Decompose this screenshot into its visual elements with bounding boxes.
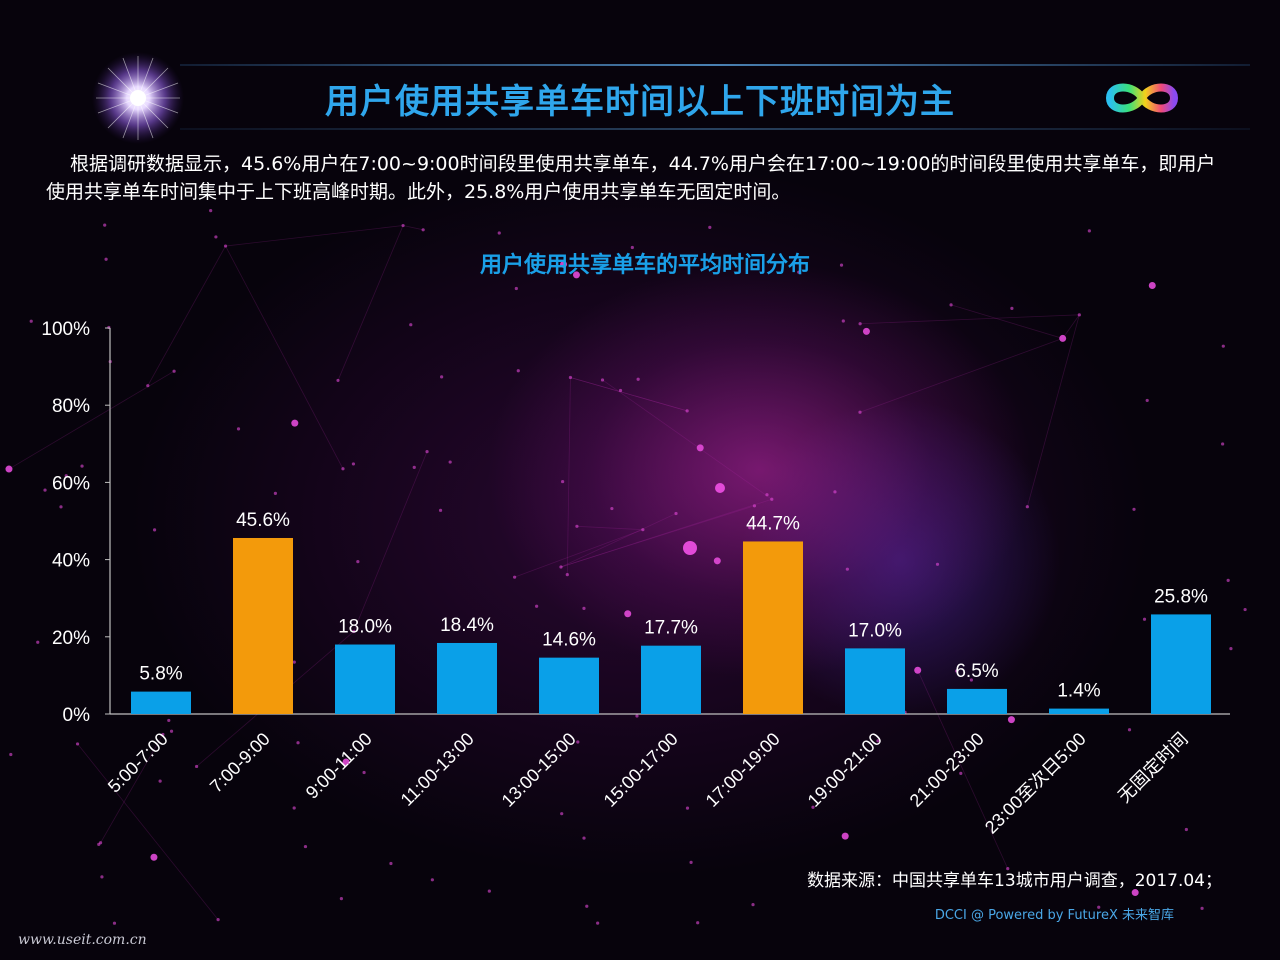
x-tick-label: 17:00-19:00 bbox=[702, 729, 784, 811]
data-label: 25.8% bbox=[1154, 586, 1208, 607]
bar-3 bbox=[437, 642, 497, 714]
data-label: 17.0% bbox=[848, 620, 902, 641]
description-text: 根据调研数据显示，45.6%用户在7:00~9:00时间段里使用共享单车，44.… bbox=[46, 153, 1216, 203]
bar-2 bbox=[335, 644, 395, 714]
data-label: 6.5% bbox=[955, 661, 998, 682]
bar-chart: 0% 20% 40% 60% 80% 100% 5.8% 5:00-7:00 45.6% 7:00… bbox=[41, 319, 1230, 838]
bar-1 bbox=[233, 537, 293, 714]
x-tick-label: 13:00-15:00 bbox=[498, 729, 580, 811]
data-label: 5.8% bbox=[139, 664, 182, 685]
data-label: 18.0% bbox=[338, 617, 392, 638]
data-label: 17.7% bbox=[644, 618, 698, 639]
page-title: 用户使用共享单车时间以上下班时间为主 bbox=[325, 82, 955, 122]
starburst-icon bbox=[92, 52, 184, 144]
infinity-logo-icon bbox=[1105, 83, 1179, 113]
y-tick-label: 0% bbox=[63, 705, 91, 726]
data-source-note: 数据来源：中国共享单车13城市用户调查，2017.04； bbox=[807, 871, 1222, 891]
data-label: 18.4% bbox=[440, 615, 494, 636]
bar-7 bbox=[845, 648, 905, 714]
x-tick-label: 11:00-13:00 bbox=[397, 729, 478, 810]
bar-10 bbox=[1151, 614, 1211, 714]
x-tick-label: 21:00-23:00 bbox=[906, 729, 988, 811]
x-tick-label: 5:00-7:00 bbox=[104, 729, 172, 797]
chart-title: 用户使用共享单车的平均时间分布 bbox=[479, 253, 810, 278]
x-tick-label: 9:00-11:00 bbox=[302, 729, 376, 803]
credit-line: DCCI @ Powered by FutureX 未来智库 bbox=[934, 908, 1174, 923]
y-tick-label: 60% bbox=[52, 473, 90, 494]
data-label: 14.6% bbox=[542, 630, 596, 651]
bar-9 bbox=[1049, 708, 1109, 714]
data-label: 1.4% bbox=[1057, 681, 1100, 702]
bar-8 bbox=[947, 688, 1007, 714]
header-divider-bottom bbox=[180, 128, 1250, 130]
bar-6 bbox=[743, 541, 803, 714]
bar-0 bbox=[131, 691, 191, 714]
y-tick-label: 80% bbox=[52, 396, 90, 417]
bar-4 bbox=[539, 657, 599, 714]
bar-5 bbox=[641, 645, 701, 714]
data-label: 44.7% bbox=[746, 513, 800, 534]
y-tick-label: 100% bbox=[41, 319, 90, 340]
watermark: www.useit.com.cn bbox=[18, 932, 147, 948]
header-divider-top bbox=[180, 64, 1250, 66]
x-tick-label: 7:00-9:00 bbox=[206, 729, 274, 797]
y-tick-label: 40% bbox=[52, 551, 90, 572]
x-tick-label: 23:00至次日5:00 bbox=[981, 729, 1090, 838]
y-tick-label: 20% bbox=[52, 628, 90, 649]
x-tick-label: 19:00-21:00 bbox=[804, 729, 886, 811]
x-tick-label: 无固定时间 bbox=[1114, 729, 1192, 807]
data-label: 45.6% bbox=[236, 510, 290, 531]
x-tick-label: 15:00-17:00 bbox=[600, 729, 682, 811]
